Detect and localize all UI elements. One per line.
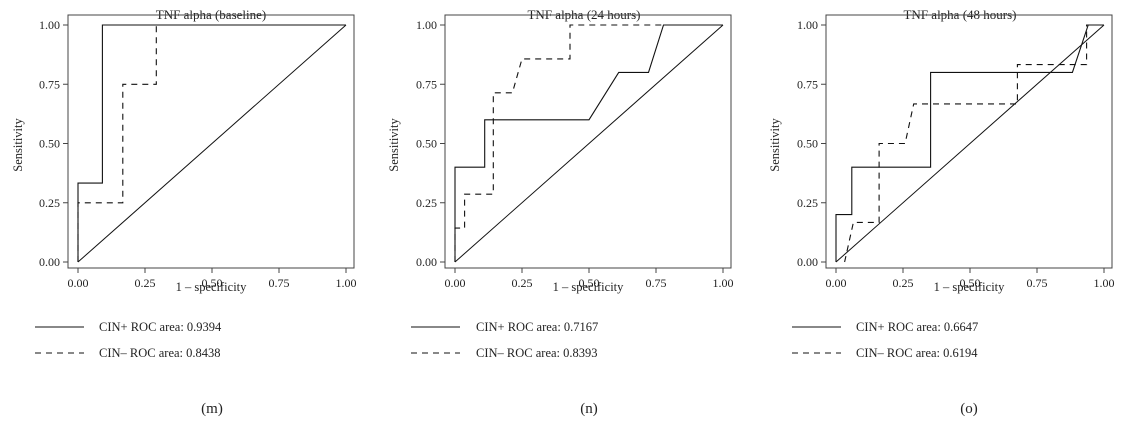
legend-label: CIN– ROC area: 0.6194 bbox=[856, 346, 978, 360]
y-tick-label: 0.00 bbox=[797, 255, 818, 269]
y-axis-label: Sensitivity bbox=[11, 118, 25, 172]
y-axis-label: Sensitivity bbox=[768, 118, 782, 172]
x-tick-label: 0.75 bbox=[1027, 276, 1048, 290]
x-tick-label: 0.00 bbox=[68, 276, 89, 290]
legend: CIN+ ROC area: 0.6647 CIN– ROC area: 0.6… bbox=[792, 320, 978, 360]
y-tick-label: 0.25 bbox=[39, 196, 60, 210]
plot-frame bbox=[67, 14, 355, 269]
legend-label: CIN– ROC area: 0.8438 bbox=[99, 346, 221, 360]
x-tick-label: 1.00 bbox=[713, 276, 734, 290]
y-tick-label: 0.50 bbox=[416, 137, 437, 151]
plot-frame bbox=[444, 14, 732, 269]
x-tick-label: 0.50 bbox=[579, 276, 600, 290]
chart-panel-o: TNF alpha (48 hours) 1 – specificity Sen… bbox=[768, 7, 1115, 417]
legend-label: CIN+ ROC area: 0.7167 bbox=[476, 320, 598, 334]
cin-plus-roc-curve bbox=[454, 24, 723, 262]
plot-area: 0.00 0.25 0.50 0.75 1.00 0.00 0.25 0.50 0.75 1.00 bbox=[797, 14, 1115, 290]
x-tick-label: 1.00 bbox=[1094, 276, 1115, 290]
x-tick-label: 0.75 bbox=[646, 276, 667, 290]
reference-diagonal-line bbox=[835, 24, 1105, 263]
panel-label: (n) bbox=[580, 401, 598, 417]
plot-area: 0.00 0.25 0.50 0.75 1.00 0.00 0.25 0.50 0.75 1.00 bbox=[39, 14, 357, 290]
x-tick-label: 0.25 bbox=[893, 276, 914, 290]
cin-minus-roc-curve bbox=[77, 24, 346, 262]
cin-minus-roc-curve bbox=[844, 24, 1104, 263]
chart-panel-n: TNF alpha (24 hours) 1 – specificity Sen… bbox=[387, 7, 734, 417]
x-axis-label: 1 – specificity bbox=[553, 280, 625, 294]
y-tick-label: 1.00 bbox=[797, 18, 818, 32]
x-tick-label: 0.75 bbox=[269, 276, 290, 290]
plot-frame bbox=[825, 14, 1113, 269]
y-tick-label: 0.75 bbox=[416, 77, 437, 91]
chart-panel-m: TNF alpha (baseline) 1 – specificity Sen… bbox=[11, 7, 357, 417]
reference-diagonal-line bbox=[454, 24, 724, 263]
y-tick-label: 0.00 bbox=[416, 255, 437, 269]
y-tick-label: 0.75 bbox=[39, 77, 60, 91]
x-tick-label: 0.50 bbox=[960, 276, 981, 290]
legend: CIN+ ROC area: 0.7167 CIN– ROC area: 0.8… bbox=[411, 320, 598, 360]
x-tick-label: 0.25 bbox=[512, 276, 533, 290]
legend-label: CIN+ ROC area: 0.9394 bbox=[99, 320, 222, 334]
legend: CIN+ ROC area: 0.9394 CIN– ROC area: 0.8… bbox=[35, 320, 222, 360]
x-tick-label: 1.00 bbox=[336, 276, 357, 290]
y-axis-label: Sensitivity bbox=[387, 118, 401, 172]
y-tick-label: 0.00 bbox=[39, 255, 60, 269]
x-axis-label: 1 – specificity bbox=[176, 280, 248, 294]
y-tick-label: 0.50 bbox=[797, 137, 818, 151]
reference-diagonal-line bbox=[77, 24, 347, 263]
x-axis-label: 1 – specificity bbox=[934, 280, 1006, 294]
panel-label: (o) bbox=[960, 401, 978, 417]
x-tick-label: 0.00 bbox=[445, 276, 466, 290]
y-tick-label: 0.25 bbox=[416, 196, 437, 210]
y-tick-label: 1.00 bbox=[416, 18, 437, 32]
y-tick-label: 0.50 bbox=[39, 137, 60, 151]
cin-minus-roc-curve bbox=[454, 24, 723, 262]
y-tick-label: 0.75 bbox=[797, 77, 818, 91]
x-tick-label: 0.00 bbox=[826, 276, 847, 290]
x-tick-label: 0.50 bbox=[202, 276, 223, 290]
y-tick-label: 1.00 bbox=[39, 18, 60, 32]
cin-plus-roc-curve bbox=[835, 24, 1104, 262]
legend-label: CIN+ ROC area: 0.6647 bbox=[856, 320, 978, 334]
plot-area: 0.00 0.25 0.50 0.75 1.00 0.00 0.25 0.50 0.75 1.00 bbox=[416, 14, 734, 290]
legend-label: CIN– ROC area: 0.8393 bbox=[476, 346, 598, 360]
x-tick-label: 0.25 bbox=[135, 276, 156, 290]
y-tick-label: 0.25 bbox=[797, 196, 818, 210]
panel-label: (m) bbox=[201, 401, 223, 417]
